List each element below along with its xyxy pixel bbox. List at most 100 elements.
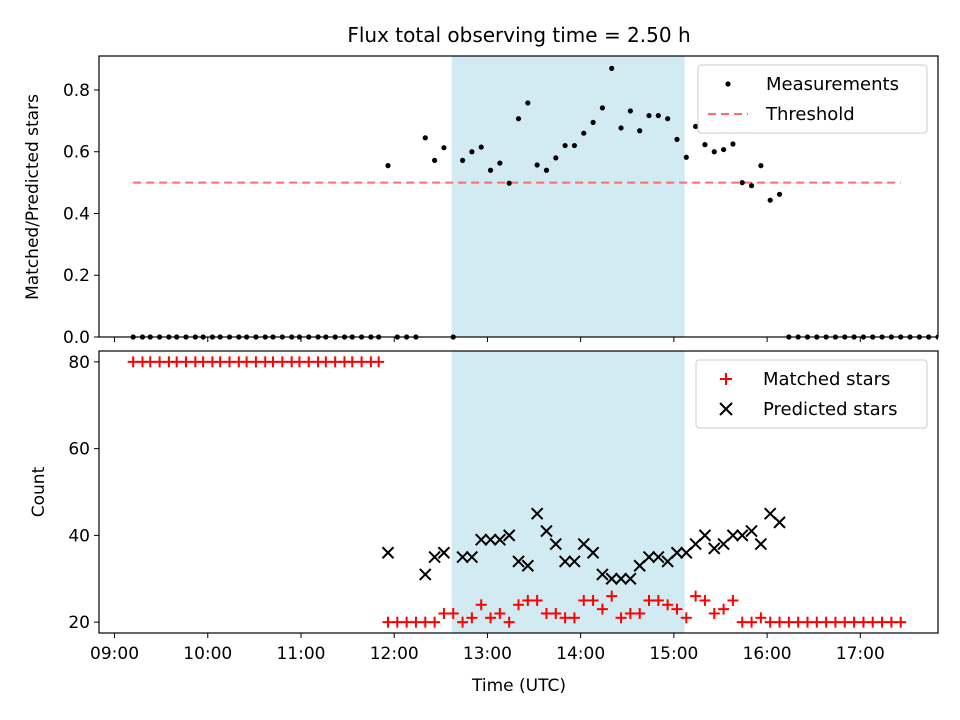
matched-star-point [867, 616, 879, 628]
top-ytick-label: 0.2 [63, 266, 90, 286]
predicted-star-point [736, 529, 749, 542]
measurement-point [571, 142, 578, 149]
matched-star-point [214, 356, 226, 368]
matched-star-point [419, 616, 431, 628]
matched-star-point [513, 599, 524, 611]
predicted-star-point [437, 546, 451, 559]
measurement-point [702, 142, 708, 148]
matched-star-point [895, 616, 907, 628]
measurement-point [776, 191, 783, 197]
matched-star-point [540, 607, 552, 619]
matched-star-point [267, 356, 279, 368]
predicted-star-point [670, 546, 684, 559]
measurement-point [637, 128, 643, 134]
matched-star-point [373, 356, 385, 368]
measurement-point [674, 136, 680, 142]
predicted-star-point [568, 555, 581, 568]
matched-star-point [568, 612, 580, 624]
matched-star-point [848, 616, 860, 628]
matched-star-point [293, 356, 305, 368]
matched-star-point [303, 356, 315, 368]
measurement-point [543, 167, 550, 173]
top-ylabel: Matched/Predicted stars [23, 94, 43, 300]
measurement-point [534, 162, 540, 168]
measurement-point [711, 149, 717, 155]
measurement-point [497, 160, 503, 166]
bottom-legend-box [695, 359, 928, 429]
predicted-star-point [465, 550, 479, 564]
matched-star-point [391, 616, 403, 628]
measurement-point [487, 167, 494, 173]
measurement-point [478, 144, 484, 150]
bottom-panel: 20 40 60 80 09:00 10:00 11:00 12:00 13:00 14:00 15… [29, 350, 939, 696]
predicted-star-point [484, 533, 497, 546]
matched-star-point [624, 607, 636, 619]
matched-star-point [811, 616, 823, 628]
measurement-point [525, 100, 531, 106]
measurement-point [618, 125, 624, 131]
matched-star-point [171, 356, 183, 368]
predicted-star-point [773, 516, 786, 529]
matched-star-point [820, 616, 832, 628]
matched-star-point [876, 616, 888, 628]
matched-star-point [466, 612, 478, 624]
matched-star-point [522, 594, 534, 606]
matched-star-point [224, 356, 236, 368]
matched-star-point [550, 607, 562, 619]
measurement-point [739, 180, 745, 186]
matched-star-point [801, 616, 813, 628]
legend-predicted-label: Predicted stars [763, 399, 897, 420]
measurement-point [609, 65, 615, 71]
top-ticks: 0.0 0.2 0.4 0.6 0.8 [63, 81, 861, 348]
bottom-ticks: 20 40 60 80 09:00 10:00 11:00 12:00 13:00 14:00 15… [68, 353, 884, 664]
predicted-star-point [530, 507, 544, 520]
measurement-point [432, 157, 438, 163]
bottom-ytick-label: 40 [68, 526, 90, 546]
measurement-point [748, 183, 755, 189]
matched-star-point [447, 607, 459, 619]
matched-star-point [276, 356, 288, 368]
matched-star-point [634, 607, 646, 619]
measurement-point [693, 123, 699, 130]
matched-star-point [382, 616, 394, 628]
matched-star-point [144, 356, 156, 368]
matched-star-point [485, 612, 497, 624]
matched-star-point [250, 356, 262, 368]
measurement-point [506, 180, 512, 186]
top-panel: Flux total observing time = 2.50 h 0.00.… [23, 23, 939, 348]
top-legend-box [697, 64, 928, 134]
matched-star-point [346, 356, 358, 368]
matched-star-point [559, 612, 571, 624]
top-ytick-label: 0.4 [63, 204, 90, 224]
bottom-ytick-label: 20 [68, 613, 90, 633]
top-ytick-label: 0.6 [63, 143, 90, 163]
bottom-xtick-label: 17:00 [836, 644, 885, 664]
matched-star-point [587, 594, 599, 606]
matched-star-point [457, 616, 469, 628]
top-marks [130, 65, 938, 340]
top-legend: Measurements Threshold [697, 64, 928, 134]
matched-star-point [606, 590, 618, 602]
bottom-legend: Matched stars Predicted stars [695, 359, 928, 429]
top-ytick-label: 0.0 [63, 328, 90, 348]
predicted-star-point [502, 529, 516, 542]
predicted-star-point [493, 533, 507, 546]
legend-threshold-label: Threshold [765, 104, 855, 125]
measurement-point [646, 112, 652, 119]
matched-star-point [690, 590, 702, 602]
matched-star-point [429, 616, 441, 628]
matched-star-point [829, 616, 841, 628]
matched-star-point [857, 616, 869, 628]
legend-measurements-label: Measurements [766, 74, 899, 95]
matched-star-point [718, 603, 730, 615]
bottom-xtick-label: 11:00 [276, 644, 325, 664]
matched-star-point [746, 616, 758, 628]
matched-star-point [503, 616, 515, 628]
measurement-point [422, 135, 428, 141]
matched-star-point [755, 612, 767, 624]
matched-star-point [197, 356, 209, 368]
matched-star-point [329, 356, 341, 368]
matched-star-point [643, 594, 655, 606]
matched-star-point [699, 594, 711, 606]
